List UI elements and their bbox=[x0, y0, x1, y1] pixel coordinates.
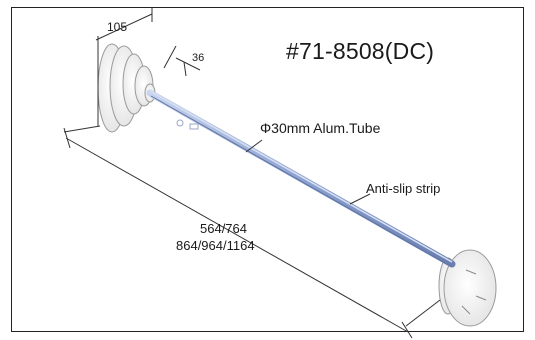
drawing-frame bbox=[11, 7, 524, 332]
part-number: #71-8508(DC) bbox=[286, 38, 435, 64]
tube-marking bbox=[176, 119, 199, 130]
hub-depth-dimension: 36 bbox=[192, 52, 205, 64]
length-options-line-2: 864/964/1164 bbox=[176, 238, 255, 253]
end-width-dimension: 105 bbox=[107, 20, 128, 34]
tube-spec-label: Φ30mm Alum.Tube bbox=[260, 120, 381, 136]
aluminum-tube bbox=[146, 89, 456, 268]
dimension-lines bbox=[63, 8, 441, 339]
length-options-line-1: 564/764 bbox=[200, 221, 247, 236]
left-end-cap bbox=[97, 43, 156, 133]
anti-slip-label: Anti-slip strip bbox=[366, 181, 441, 196]
